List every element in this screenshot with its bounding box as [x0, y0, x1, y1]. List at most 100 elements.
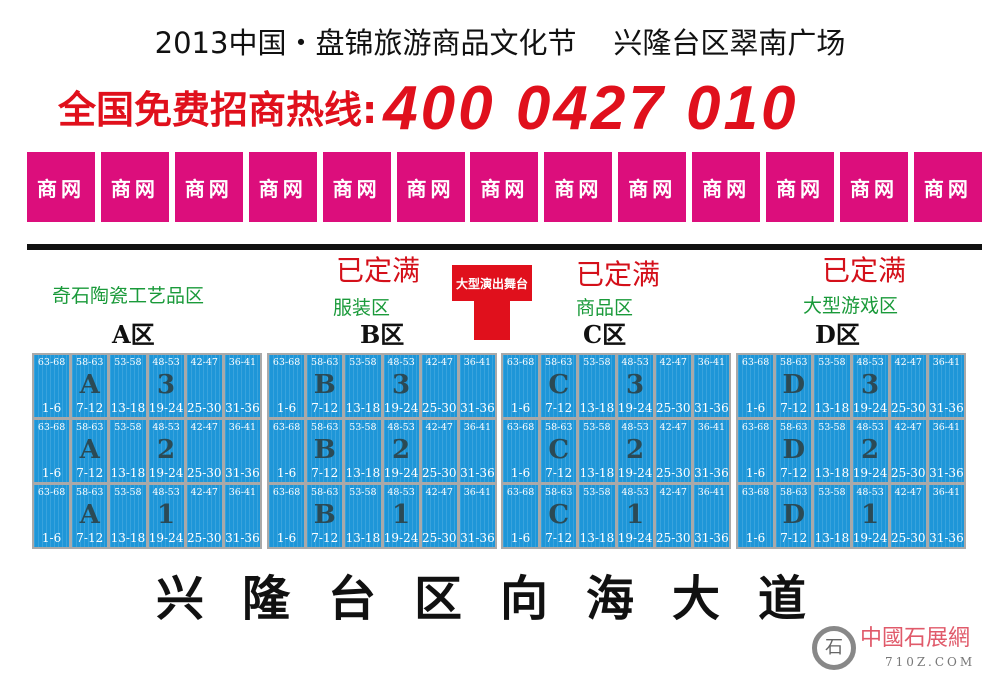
- booth-block[interactable]: 58-63 A 7-12: [72, 485, 108, 547]
- booth-block[interactable]: 42-47 25-30: [655, 355, 691, 417]
- booth-block[interactable]: 48-53 3 19-24: [148, 355, 184, 417]
- booth-range-top: 42-47: [425, 357, 453, 368]
- booth-block[interactable]: 58-63 D 7-12: [776, 485, 812, 547]
- booth-block[interactable]: 63-68 1-6: [34, 355, 70, 417]
- booth-block[interactable]: 53-58 13-18: [579, 420, 615, 482]
- booth-range-top: 63-68: [37, 487, 66, 498]
- booth-block[interactable]: 53-58 13-18: [110, 420, 146, 482]
- booth-block[interactable]: 63-68 1-6: [503, 485, 539, 547]
- booth-block[interactable]: 36-41 31-36: [224, 485, 260, 547]
- booth-block[interactable]: 36-41 31-36: [224, 420, 260, 482]
- booth-block[interactable]: 36-41 31-36: [693, 485, 729, 547]
- booth-range-top: 48-53: [387, 357, 415, 368]
- booth-range-top: 58-63: [76, 422, 104, 433]
- booth-block[interactable]: 53-58 13-18: [814, 355, 850, 417]
- booth-block[interactable]: 42-47 25-30: [186, 420, 222, 482]
- booth-block[interactable]: 63-68 1-6: [738, 355, 774, 417]
- booth-range-top: 53-58: [349, 422, 377, 433]
- booth-range-top: 48-53: [621, 487, 649, 498]
- hotline-label: 全国免费招商热线:: [58, 88, 378, 132]
- booth-block[interactable]: 48-53 3 19-24: [617, 355, 653, 417]
- booth-block[interactable]: 63-68 1-6: [269, 355, 305, 417]
- booth-block[interactable]: 63-68 1-6: [34, 420, 70, 482]
- zone-b-label: B区: [360, 320, 405, 349]
- booth-block[interactable]: 36-41 31-36: [459, 355, 495, 417]
- booth-range-top: 48-53: [387, 487, 415, 498]
- booth-block[interactable]: 63-68 1-6: [269, 420, 305, 482]
- booth-block[interactable]: 58-63 D 7-12: [776, 420, 812, 482]
- booth-range-bottom: 31-36: [460, 531, 495, 545]
- booth-block[interactable]: 53-58 13-18: [110, 485, 146, 547]
- booth-range-top: 36-41: [697, 422, 726, 433]
- booth-range-bottom: 7-12: [311, 401, 339, 415]
- booth-range-top: 58-63: [76, 487, 104, 498]
- booth-block[interactable]: 58-63 B 7-12: [307, 420, 343, 482]
- sponsor-box: 商网: [766, 152, 835, 222]
- booth-block[interactable]: 48-53 2 19-24: [383, 420, 419, 482]
- booth-range-bottom: 13-18: [110, 401, 146, 415]
- booth-block[interactable]: 58-63 B 7-12: [307, 485, 343, 547]
- row-zone-letter: B: [313, 369, 336, 400]
- booth-block[interactable]: 63-68 1-6: [503, 355, 539, 417]
- booth-block[interactable]: 42-47 25-30: [890, 355, 926, 417]
- booth-block[interactable]: 36-41 31-36: [928, 420, 964, 482]
- booth-block[interactable]: 58-63 D 7-12: [776, 355, 812, 417]
- booth-block[interactable]: 36-41 31-36: [224, 355, 260, 417]
- booth-block[interactable]: 42-47 25-30: [655, 420, 691, 482]
- booth-block[interactable]: 48-53 2 19-24: [148, 420, 184, 482]
- booth-block[interactable]: 58-63 B 7-12: [307, 355, 343, 417]
- booth-block[interactable]: 58-63 C 7-12: [541, 355, 577, 417]
- zone-d-status: 已定满: [822, 254, 907, 287]
- booth-block[interactable]: 42-47 25-30: [655, 485, 691, 547]
- zone-c-grid: 63-68 1-6 58-63 C 7-12 53-58 13-18 48-53 3 19-24 4…: [501, 353, 731, 549]
- booth-block[interactable]: 63-68 1-6: [503, 420, 539, 482]
- booth-block[interactable]: 48-53 1 19-24: [148, 485, 184, 547]
- booth-block[interactable]: 63-68 1-6: [269, 485, 305, 547]
- booth-block[interactable]: 48-53 3 19-24: [852, 355, 888, 417]
- booth-block[interactable]: 36-41 31-36: [459, 420, 495, 482]
- booth-block[interactable]: 48-53 1 19-24: [617, 485, 653, 547]
- booth-block[interactable]: 63-68 1-6: [738, 420, 774, 482]
- booth-block[interactable]: 42-47 25-30: [186, 485, 222, 547]
- booth-block[interactable]: 53-58 13-18: [345, 485, 381, 547]
- booth-block[interactable]: 36-41 31-36: [693, 355, 729, 417]
- booth-block[interactable]: 63-68 1-6: [34, 485, 70, 547]
- booth-range-top: 58-63: [76, 357, 104, 368]
- booth-block[interactable]: 58-63 C 7-12: [541, 420, 577, 482]
- booth-range-bottom: 31-36: [929, 531, 964, 545]
- booth-block[interactable]: 36-41 31-36: [693, 420, 729, 482]
- booth-range-top: 36-41: [228, 487, 257, 498]
- booth-range-bottom: 25-30: [186, 531, 222, 545]
- booth-block[interactable]: 42-47 25-30: [890, 485, 926, 547]
- booth-block[interactable]: 48-53 2 19-24: [852, 420, 888, 482]
- booth-block[interactable]: 63-68 1-6: [738, 485, 774, 547]
- booth-block[interactable]: 53-58 13-18: [345, 355, 381, 417]
- booth-block[interactable]: 42-47 25-30: [890, 420, 926, 482]
- booth-block[interactable]: 58-63 A 7-12: [72, 355, 108, 417]
- booth-range-top: 53-58: [583, 487, 611, 498]
- booth-block[interactable]: 48-53 2 19-24: [617, 420, 653, 482]
- booth-range-top: 42-47: [659, 422, 687, 433]
- booth-range-top: 48-53: [856, 357, 884, 368]
- booth-block[interactable]: 53-58 13-18: [579, 485, 615, 547]
- booth-block[interactable]: 42-47 25-30: [421, 355, 457, 417]
- booth-block[interactable]: 53-58 13-18: [110, 355, 146, 417]
- booth-block[interactable]: 42-47 25-30: [421, 485, 457, 547]
- booth-block[interactable]: 58-63 C 7-12: [541, 485, 577, 547]
- booth-block[interactable]: 48-53 1 19-24: [852, 485, 888, 547]
- booth-block[interactable]: 36-41 31-36: [459, 485, 495, 547]
- booth-block[interactable]: 48-53 1 19-24: [383, 485, 419, 547]
- booth-block[interactable]: 53-58 13-18: [345, 420, 381, 482]
- booth-range-bottom: 19-24: [148, 531, 184, 545]
- booth-block[interactable]: 53-58 13-18: [814, 485, 850, 547]
- booth-block[interactable]: 53-58 13-18: [579, 355, 615, 417]
- booth-range-top: 36-41: [932, 357, 961, 368]
- booth-block[interactable]: 42-47 25-30: [421, 420, 457, 482]
- booth-block[interactable]: 42-47 25-30: [186, 355, 222, 417]
- booth-block[interactable]: 36-41 31-36: [928, 485, 964, 547]
- booth-block[interactable]: 53-58 13-18: [814, 420, 850, 482]
- booth-block[interactable]: 48-53 3 19-24: [383, 355, 419, 417]
- booth-block[interactable]: 36-41 31-36: [928, 355, 964, 417]
- watermark-text: 中國石展網: [860, 626, 971, 651]
- booth-block[interactable]: 58-63 A 7-12: [72, 420, 108, 482]
